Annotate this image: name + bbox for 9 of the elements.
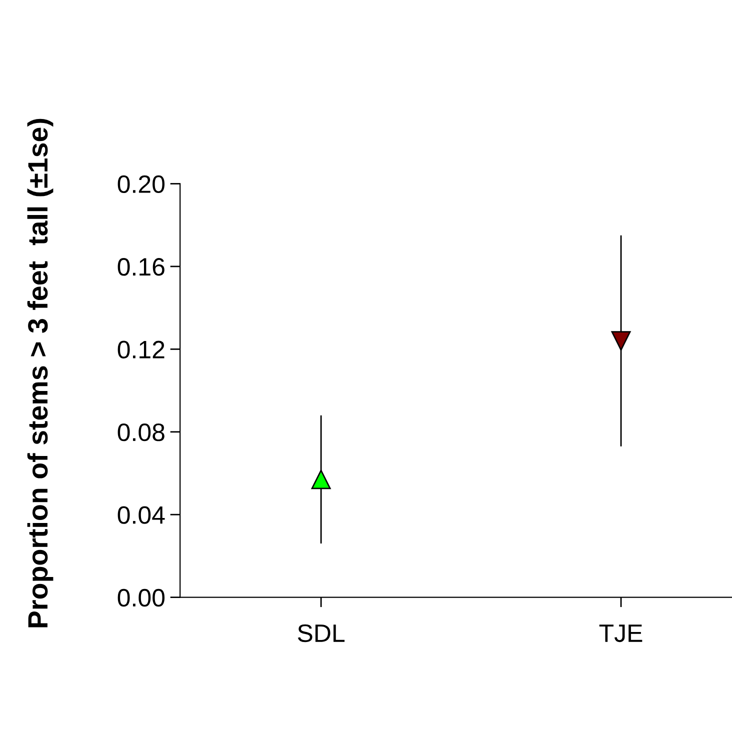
y-tick-label: 0.04 bbox=[118, 506, 165, 524]
y-tick-label: 0.08 bbox=[118, 423, 164, 442]
x-tick-label: TJE bbox=[599, 624, 642, 642]
y-tick-label: 0.12 bbox=[118, 340, 164, 358]
y-tick-label: 0.00 bbox=[118, 588, 165, 607]
y-tick-label: 0.20 bbox=[118, 175, 165, 194]
y-tick-label: 0.16 bbox=[118, 258, 164, 276]
y-axis-title: Proportion of stems > 3 feet tall (±1se) bbox=[27, 118, 54, 628]
x-tick-label: SDL bbox=[298, 624, 345, 642]
